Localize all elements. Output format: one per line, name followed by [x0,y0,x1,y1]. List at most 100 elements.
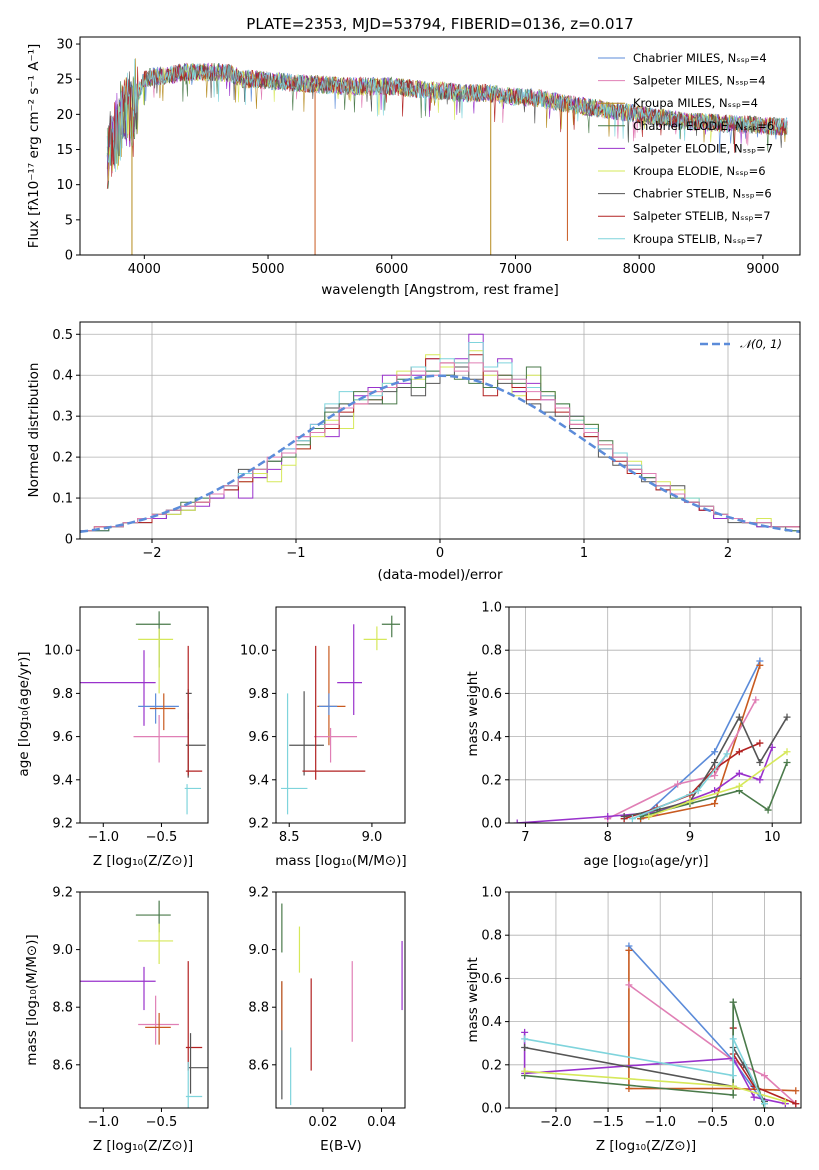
weight-age-marker-3-5 [756,776,764,784]
weight-age-ytick-label-3: 0.6 [481,687,502,702]
age-mass-point-5 [314,727,358,763]
spectrum-xtick-label-4: 8000 [623,262,656,277]
spectrum-title: PLATE=2353, MJD=53794, FIBERID=0136, z=0… [246,15,633,33]
age-mass-point-2 [337,624,362,715]
spectrum-ytick-label-2: 10 [56,178,73,193]
mass-z-frame [79,891,209,1109]
mass-ebv-ytick-label-0: 8.6 [248,1058,269,1073]
mass-z-xlabel: Z [log₁₀(Z/Z⊙)] [93,1138,193,1154]
mass-ebv-xtick-label-0: 0.02 [308,1115,337,1130]
weight-z-xlabel: Z [log₁₀(Z/Z⊙)] [596,1138,696,1154]
mass-z-ytick-label-2: 9.0 [52,943,73,958]
weight-age-ytick-label-1: 0.2 [481,773,502,788]
age-z-xtick-label-0: −1.0 [87,830,119,845]
spectrum-xtick-label-1: 5000 [251,262,284,277]
weight-z-marker-7-1 [729,1082,737,1090]
age-mass-point-7 [302,645,366,780]
weight-age-frame [508,606,802,824]
weight-age-marker-3-4 [735,769,743,777]
mass-ebv-frame [275,891,406,1109]
age-mass-point-4 [319,693,338,715]
weight-z-marker-2-0 [625,981,633,989]
age-z-ytick-label-4: 10.0 [44,644,73,659]
legend-label-2: Kroupa MILES, Nₛₛₚ=4 [633,96,758,110]
weight-z-marker-1-0 [625,946,633,954]
residual-xtick-label-1: −1 [286,546,305,561]
weight-age-series-5 [624,715,788,818]
weight-age-marker-2-1 [674,780,682,788]
spectrum-ytick-label-6: 30 [56,38,73,53]
residual-xtick-label-0: −2 [142,546,161,561]
mass-z-point-1 [138,923,174,964]
age-mass-ytick-label-3: 9.8 [248,687,269,702]
age-z-point-7 [185,712,206,778]
spectrum-line-8 [106,58,788,173]
weight-age-xtick-label-1: 8 [604,830,612,845]
spectrum-ytick-label-4: 20 [56,108,73,123]
mass-z-point-6 [188,1033,208,1094]
mass-z-ylabel: mass [log₁₀(M/M⊙)] [24,934,40,1065]
weight-age-marker-3-0 [513,819,521,823]
legend-label-3: Chabrier ELODIE, Nₛₛₚ=6 [633,119,774,133]
weight-z-marker-1-3 [792,1087,800,1095]
legend-label-6: Chabrier STELIB, Nₛₛₚ=6 [633,187,772,201]
weight-z-xtick-label-2: −1.0 [644,1115,676,1130]
residual-plot-clip [80,333,800,539]
mass-z-point-5 [185,961,203,1071]
mass-z-point-4 [145,1012,171,1045]
age-z-point-2 [80,650,156,726]
age-z-ytick-label-3: 9.8 [52,687,73,702]
weight-age-marker-3-6 [768,743,776,751]
mass-z-ytick-label-3: 9.2 [52,886,73,901]
age-z-xlabel: Z [log₁₀(Z/Z⊙)] [93,853,193,869]
mass-z-point-0 [135,900,171,933]
mass-ebv-plot-clip [281,903,403,1106]
age-z-point-9 [184,784,202,815]
age-mass-plot-clip [280,615,401,815]
age-mass-point-1 [363,626,387,651]
age-z-point-8 [185,645,203,776]
weight-z-marker-3-3 [750,1093,758,1101]
weight-age-marker-4-4 [735,748,743,756]
mass-ebv-ytick-label-1: 8.8 [248,1001,269,1016]
weight-age-marker-4-5 [756,739,764,747]
weight-z-marker-8-1 [729,1072,737,1080]
weight-age-marker-8-2 [723,750,731,758]
age-z-plot-clip [80,611,206,815]
weight-z-ytick-label-3: 0.6 [481,972,502,987]
age-z-point-1 [138,628,174,694]
age-mass-xtick-label-0: 8.5 [279,830,300,845]
residual-ytick-label-2: 0.2 [52,451,73,466]
residual-xtick-label-4: 2 [724,546,732,561]
spectrum-xtick-label-2: 6000 [375,262,408,277]
legend-label-4: Salpeter ELODIE, Nₛₛₚ=7 [633,141,773,155]
mass-z-ytick-label-1: 8.8 [52,1001,73,1016]
weight-age-marker-7-1 [686,797,694,805]
age-mass-point-0 [381,615,401,638]
mass-z-ytick-label-0: 8.6 [52,1058,73,1073]
weight-age-marker-5-6 [783,713,791,721]
normal-curve [80,374,800,534]
age-z-point-5 [133,715,189,763]
spectrum-ytick-label-3: 15 [56,143,73,158]
weight-z-marker-3-0 [521,1028,529,1036]
age-vs-mass-panel: 8.5 9.0 9.2 9.4 9.6 9.8 10.0 mass [log₁₀(M/M⊙)… [240,606,407,869]
weight-z-xtick-label-3: −0.5 [697,1115,729,1130]
weight-age-marker-8-0 [628,815,636,823]
age-mass-ytick-label-2: 9.6 [248,730,269,745]
weight-z-marker-7-2 [781,1098,789,1106]
age-mass-xtick-label-1: 9.0 [362,830,383,845]
spectrum-plot-clip [106,58,788,255]
weight-age-ytick-label-4: 0.8 [481,644,502,659]
age-mass-ytick-label-1: 9.4 [248,773,269,788]
mass-z-point-7 [185,1061,203,1108]
weight-z-plot-clip [521,942,800,1108]
spectrum-ytick-label-5: 25 [56,73,73,88]
weight-age-marker-0-1 [711,748,719,756]
weight-z-marker-8-0 [521,1035,529,1043]
weight-age-series-2 [607,699,757,820]
weight-age-xtick-label-0: 7 [521,830,529,845]
weight-age-marker-7-0 [645,813,653,821]
residual-frame [79,321,801,540]
